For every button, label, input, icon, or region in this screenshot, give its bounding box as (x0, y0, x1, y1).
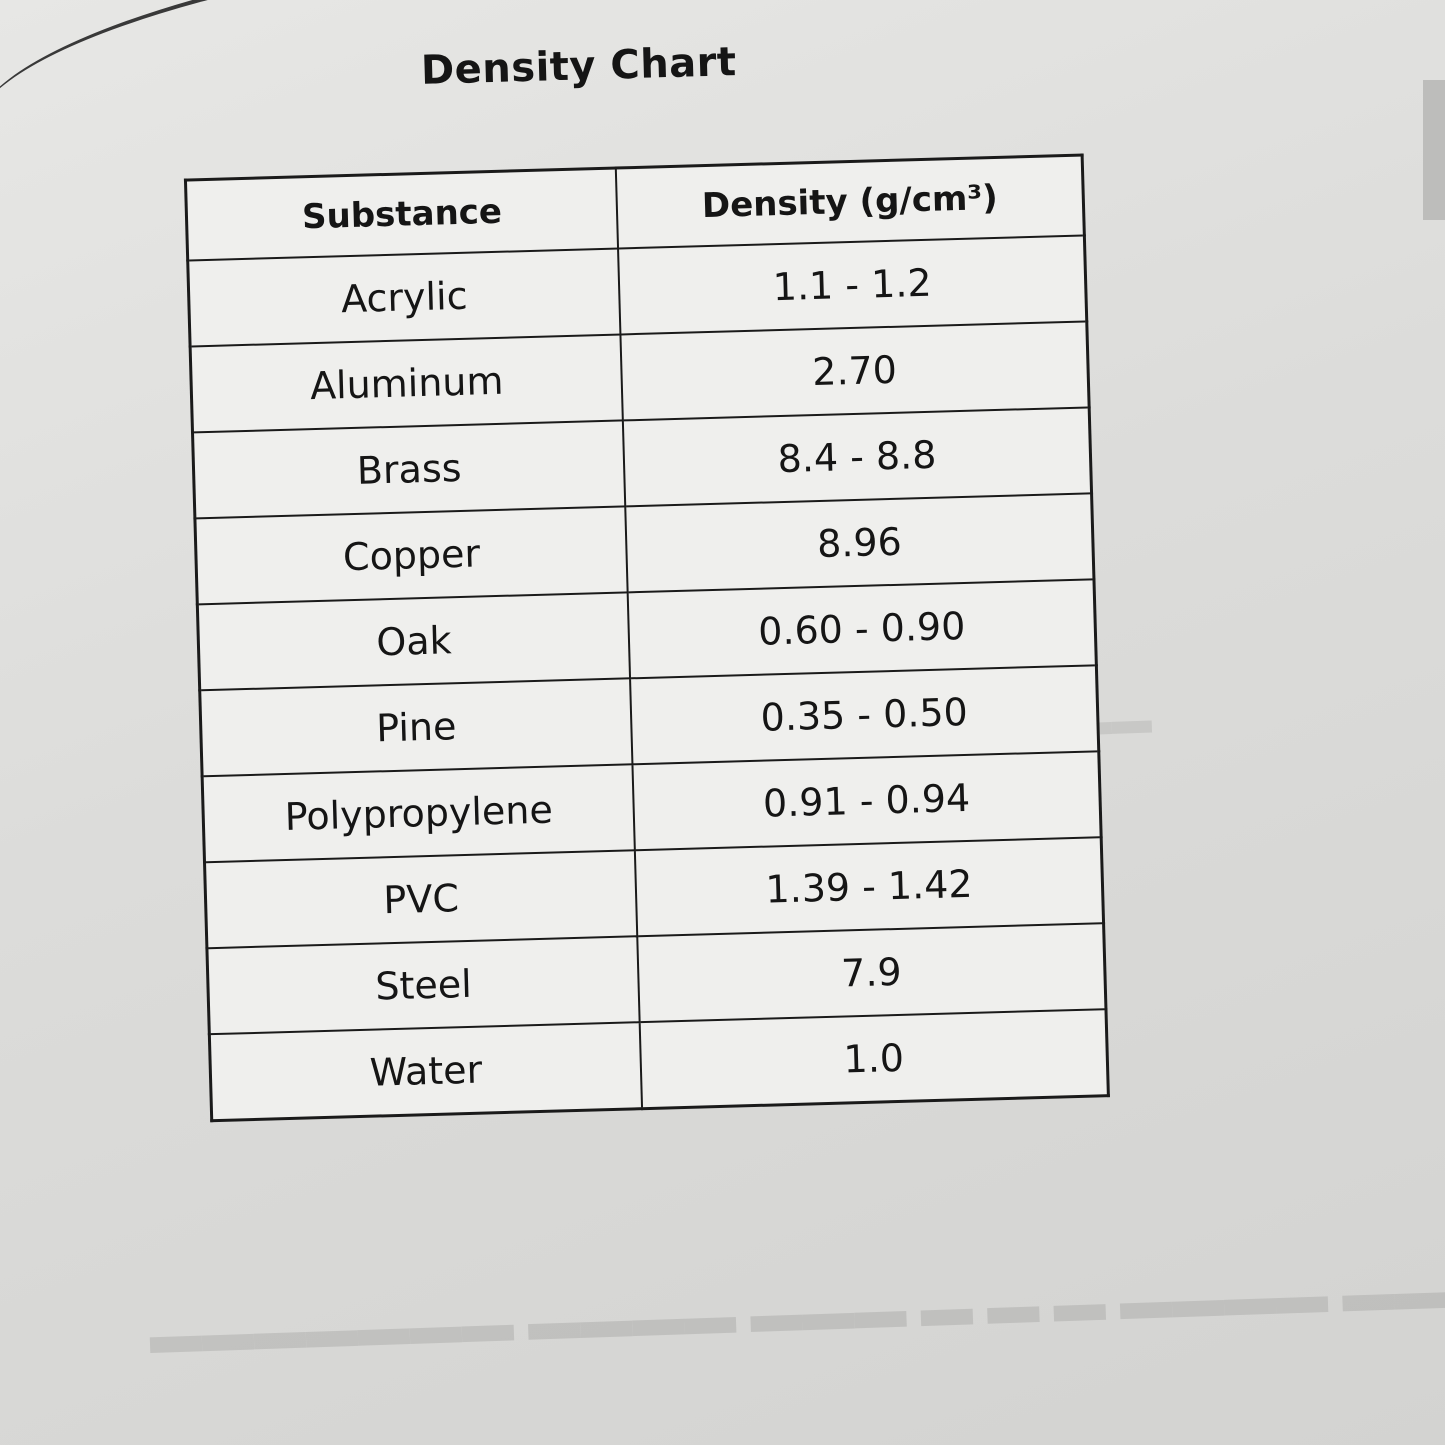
substance-cell: Steel (206, 936, 640, 1035)
density-cell: 0.91 - 0.94 (632, 751, 1102, 851)
substance-cell: Water (209, 1022, 643, 1121)
header-density: Density (g/cm³) (615, 155, 1085, 249)
chart-title: Density Chart (420, 39, 738, 94)
density-cell: 0.60 - 0.90 (627, 579, 1097, 679)
density-chart-section: Density Chart Substance Density (g/cm³) … (60, 9, 1190, 1125)
density-table: Substance Density (g/cm³) Acrylic 1.1 - … (183, 153, 1110, 1123)
density-cell: 1.39 - 1.42 (634, 837, 1104, 937)
density-cell: 8.96 (625, 493, 1094, 593)
density-cell: 8.4 - 8.8 (622, 407, 1092, 507)
density-cell: 0.35 - 0.50 (630, 665, 1099, 765)
substance-cell: Copper (194, 506, 628, 605)
substance-cell: Pine (199, 678, 633, 777)
header-substance: Substance (185, 168, 619, 261)
density-cell: 2.70 (620, 321, 1090, 421)
bleed-through-text: ▬▬▬▬ ▬▬▬▬ ▬ ▬ ▬ ▬▬▬ ▬▬▬▬ ▬▬▬▬▬▬▬ (149, 1276, 1445, 1384)
substance-cell: Aluminum (190, 334, 623, 433)
page-shadow (1423, 80, 1445, 220)
substance-cell: Polypropylene (202, 764, 635, 863)
density-cell: 1.1 - 1.2 (618, 235, 1087, 335)
substance-cell: Oak (197, 592, 631, 691)
substance-cell: Acrylic (187, 248, 621, 347)
density-cell: 1.0 (639, 1009, 1109, 1109)
substance-cell: Brass (192, 420, 626, 519)
substance-cell: PVC (204, 850, 638, 949)
density-cell: 7.9 (637, 923, 1106, 1023)
